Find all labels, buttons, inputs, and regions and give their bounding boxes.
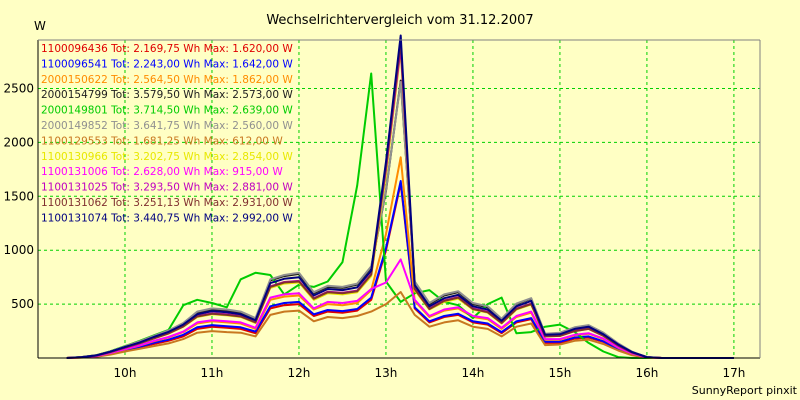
legend-entry-9: 1100131006 Tot: 2.628,00 Wh Max: 915,00 … [41, 166, 283, 178]
series-lines [66, 34, 734, 359]
legend-entry-11: 1100131062 Tot: 3.251,13 Wh Max: 2.931,0… [41, 197, 293, 209]
x-tick-label: 11h [201, 366, 224, 380]
x-tick-label: 16h [635, 366, 658, 380]
series-line-9 [66, 258, 734, 359]
y-tick-label: 500 [11, 297, 34, 311]
legend-entry-5: 2000149801 Tot: 3.714,50 Wh Max: 2.639,0… [41, 105, 293, 117]
legend-entry-2: 1100096541 Tot: 2.243,00 Wh Max: 1.642,0… [41, 58, 293, 70]
x-tick-label: 10h [114, 366, 137, 380]
series-line-12 [66, 34, 734, 359]
x-tick-label: 17h [722, 366, 745, 380]
legend-entry-7: 1100129553 Tot: 1.681,25 Wh Max: 612,00 … [41, 135, 283, 147]
legend-entry-3: 2000150622 Tot: 2.564,50 Wh Max: 1.862,0… [41, 74, 293, 86]
x-tick-label: 15h [548, 366, 571, 380]
legend-entry-8: 1100130966 Tot: 3.202,75 Wh Max: 2.854,0… [41, 151, 293, 163]
y-tick-label: 2500 [3, 82, 34, 96]
legend-entry-6: 2000149852 Tot: 3.641,75 Wh Max: 2.560,0… [41, 120, 293, 132]
axes: 500 1000 1500 2000 2500 10h 11h 12h 13h 14h 15h 16h… [3, 39, 761, 380]
x-tick-label: 14h [462, 366, 485, 380]
series-line-7 [66, 291, 734, 359]
legend: 1100096436 Tot: 2.169,75 Wh Max: 1.620,0… [41, 43, 293, 224]
footer-credit: SunnyReport pinxit [692, 384, 798, 397]
legend-entry-1: 1100096436 Tot: 2.169,75 Wh Max: 1.620,0… [41, 43, 293, 55]
x-tick-label: 12h [288, 366, 311, 380]
y-tick-label: 1000 [3, 243, 34, 257]
legend-entry-12: 1100131074 Tot: 3.440,75 Wh Max: 2.992,0… [41, 212, 293, 224]
chart-title: Wechselrichtervergleich vom 31.12.2007 [266, 13, 533, 28]
x-tick-label: 13h [375, 366, 398, 380]
legend-entry-10: 1100131025 Tot: 3.293,50 Wh Max: 2.881,0… [41, 182, 293, 194]
y-tick-label: 2000 [3, 135, 34, 149]
legend-entry-4: 2000154799 Tot: 3.579,50 Wh Max: 2.573,0… [41, 89, 293, 101]
y-axis-unit-label: W [34, 19, 46, 33]
y-tick-label: 1500 [3, 189, 34, 203]
series-line-5 [66, 72, 734, 359]
